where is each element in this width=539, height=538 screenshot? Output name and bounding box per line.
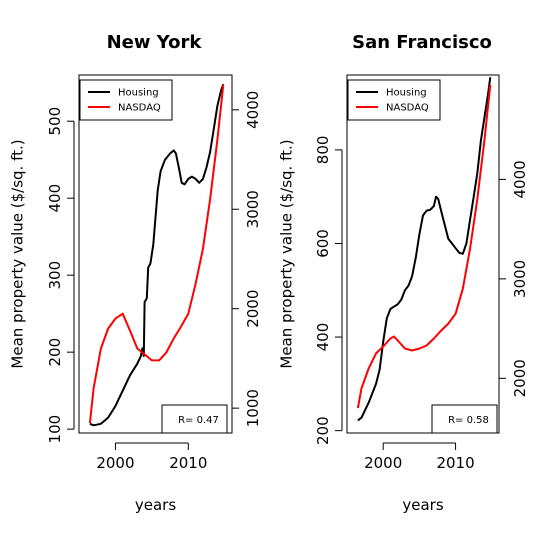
y-axis-label: Mean property value ($/sq. ft.) [278, 139, 296, 368]
plot-frame [78, 74, 233, 434]
series-line-housing [357, 77, 492, 422]
panel-new-york: New York 2000 2010 years 100 200 300 400 500 Mean… [9, 32, 263, 514]
y-right-tick-label: 3000 [244, 190, 262, 228]
series-line-housing [89, 83, 225, 427]
legend-label: NASDAQ [118, 103, 161, 114]
y-left-tick-label: 800 [314, 136, 332, 165]
y-axis-label: Mean property value ($/sq. ft.) [9, 139, 27, 368]
y-left-tick-label: 400 [46, 184, 64, 213]
x-tick-label: 2010 [436, 454, 474, 472]
x-tick-label: 2000 [96, 454, 134, 472]
panel-san-francisco: San Francisco 2000 2010 years 200 400 600 800 Me… [278, 32, 530, 514]
series-line-nasdaq [356, 84, 492, 409]
legend-label: NASDAQ [386, 103, 429, 114]
y-left-tick-label: 200 [314, 416, 332, 445]
y-left-tick-label: 600 [314, 229, 332, 258]
legend-label: Housing [386, 88, 427, 99]
chart-title: New York [107, 32, 203, 53]
y-left-tick-label: 400 [314, 323, 332, 352]
legend-label: Housing [118, 88, 159, 99]
x-axis-label: years [135, 496, 176, 514]
y-right-tick-label: 4000 [511, 160, 529, 198]
y-right-tick-label: 1000 [244, 389, 262, 427]
y-right-tick-label: 2000 [244, 290, 262, 328]
annotation-box [161, 404, 228, 434]
x-tick-label: 2000 [364, 454, 402, 472]
series-line-nasdaq [88, 84, 225, 424]
annotation-text: R= 0.47 [178, 415, 219, 426]
y-left-tick-label: 100 [46, 415, 64, 444]
y-right-tick-label: 3000 [511, 260, 529, 298]
y-left-tick-label: 300 [46, 261, 64, 290]
y-left-tick-label: 500 [46, 107, 64, 136]
chart-title: San Francisco [352, 32, 492, 53]
x-axis-label: years [402, 496, 443, 514]
annotation-text: R= 0.58 [448, 415, 489, 426]
x-tick-label: 2010 [169, 454, 207, 472]
annotation-box [431, 404, 498, 434]
y-right-tick-label: 2000 [511, 359, 529, 397]
y-left-tick-label: 200 [46, 338, 64, 367]
legend-box [79, 79, 173, 121]
plot-frame [346, 74, 500, 434]
y-right-tick-label: 4000 [244, 91, 262, 129]
legend-box [347, 79, 441, 121]
